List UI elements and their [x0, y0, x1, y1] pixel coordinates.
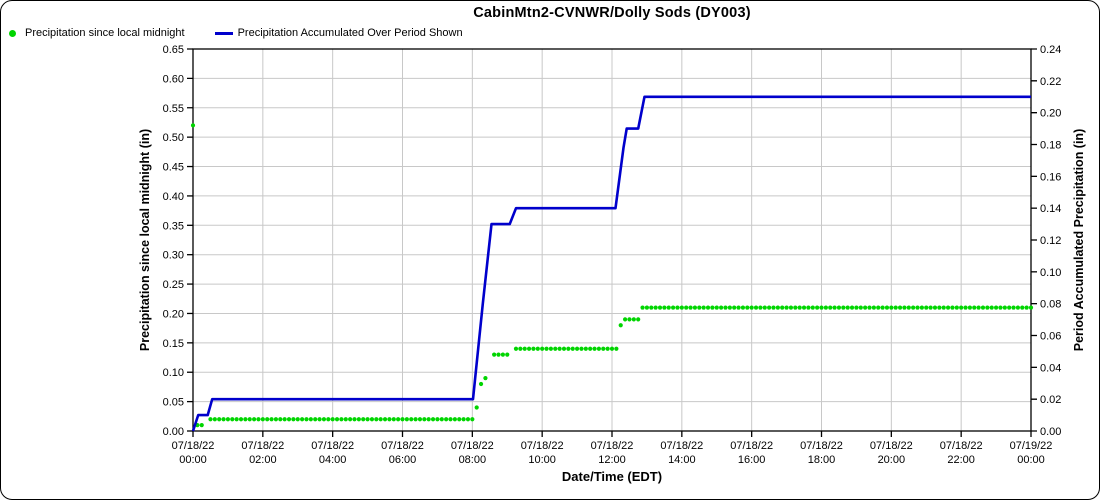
svg-text:0.14: 0.14 [1040, 203, 1061, 215]
svg-text:07/18/22: 07/18/22 [381, 440, 424, 452]
chart-title: CabinMtn2-CVNWR/Dolly Sods (DY003) [473, 5, 751, 21]
svg-text:06:00: 06:00 [389, 454, 417, 466]
svg-text:07/18/22: 07/18/22 [451, 440, 494, 452]
svg-text:07/18/22: 07/18/22 [591, 440, 634, 452]
svg-text:0.30: 0.30 [163, 250, 184, 262]
green-dot-icon [9, 29, 16, 37]
svg-text:0.12: 0.12 [1040, 235, 1061, 247]
svg-text:10:00: 10:00 [528, 454, 556, 466]
svg-text:0.04: 0.04 [1040, 362, 1061, 374]
svg-text:0.22: 0.22 [1040, 76, 1061, 88]
svg-text:02:00: 02:00 [249, 454, 277, 466]
svg-text:00:00: 00:00 [179, 454, 207, 466]
svg-text:07/18/22: 07/18/22 [660, 440, 703, 452]
svg-text:0.18: 0.18 [1040, 140, 1061, 152]
svg-text:04:00: 04:00 [319, 454, 347, 466]
svg-text:07/19/22: 07/19/22 [1010, 440, 1053, 452]
x-axis-title: Date/Time (EDT) [561, 469, 663, 484]
svg-text:0.35: 0.35 [163, 220, 184, 232]
svg-text:22:00: 22:00 [947, 454, 975, 466]
svg-text:07/18/22: 07/18/22 [311, 440, 354, 452]
svg-text:07/18/22: 07/18/22 [521, 440, 564, 452]
svg-text:14:00: 14:00 [668, 454, 696, 466]
svg-text:0.10: 0.10 [1040, 267, 1061, 279]
svg-text:08:00: 08:00 [459, 454, 487, 466]
svg-text:0.06: 0.06 [1040, 331, 1061, 343]
svg-text:00:00: 00:00 [1017, 454, 1045, 466]
svg-text:0.10: 0.10 [163, 367, 184, 379]
svg-text:0.02: 0.02 [1040, 394, 1061, 406]
svg-text:0.00: 0.00 [163, 426, 184, 438]
svg-text:0.20: 0.20 [1040, 108, 1061, 120]
legend-item-accumulated: Precipitation Accumulated Over Period Sh… [185, 27, 463, 39]
svg-text:0.20: 0.20 [163, 308, 184, 320]
legend-label-accumulated: Precipitation Accumulated Over Period Sh… [237, 27, 463, 39]
svg-text:07/18/22: 07/18/22 [940, 440, 983, 452]
svg-text:0.16: 0.16 [1040, 171, 1061, 183]
svg-text:16:00: 16:00 [738, 454, 766, 466]
svg-text:07/18/22: 07/18/22 [870, 440, 913, 452]
svg-text:0.60: 0.60 [163, 73, 184, 85]
legend-label-since-midnight: Precipitation since local midnight [25, 27, 185, 39]
svg-text:07/18/22: 07/18/22 [241, 440, 284, 452]
svg-text:0.55: 0.55 [163, 103, 184, 115]
legend: Precipitation since local midnight Preci… [7, 27, 463, 39]
svg-text:0.65: 0.65 [163, 44, 184, 56]
svg-text:07/18/22: 07/18/22 [172, 440, 215, 452]
svg-text:07/18/22: 07/18/22 [730, 440, 773, 452]
svg-text:0.15: 0.15 [163, 338, 184, 350]
legend-item-since-midnight: Precipitation since local midnight [7, 27, 185, 39]
svg-text:0.24: 0.24 [1040, 44, 1061, 56]
svg-text:0.40: 0.40 [163, 191, 184, 203]
svg-text:0.00: 0.00 [1040, 426, 1061, 438]
svg-text:20:00: 20:00 [878, 454, 906, 466]
svg-text:0.50: 0.50 [163, 132, 184, 144]
blue-line-icon [214, 31, 233, 35]
svg-text:0.05: 0.05 [163, 397, 184, 409]
svg-text:0.08: 0.08 [1040, 299, 1061, 311]
svg-text:07/18/22: 07/18/22 [800, 440, 843, 452]
svg-text:18:00: 18:00 [808, 454, 836, 466]
svg-text:12:00: 12:00 [598, 454, 626, 466]
svg-text:0.45: 0.45 [163, 162, 184, 174]
svg-text:0.25: 0.25 [163, 279, 184, 291]
